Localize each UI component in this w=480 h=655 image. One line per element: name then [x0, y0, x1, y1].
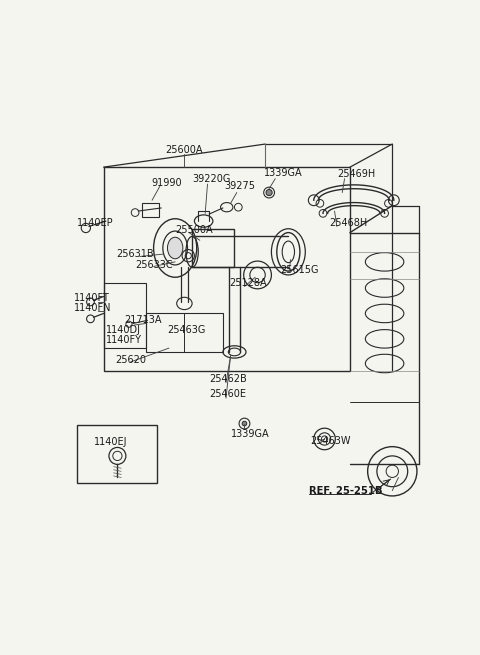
Bar: [77, 425, 157, 483]
Bar: [104, 283, 146, 348]
Text: 25460E: 25460E: [209, 389, 246, 400]
Text: 25633C: 25633C: [135, 260, 173, 270]
Ellipse shape: [168, 237, 183, 259]
Text: 25620: 25620: [115, 356, 146, 365]
Text: 25600A: 25600A: [165, 145, 203, 155]
Text: 1140DJ: 1140DJ: [106, 326, 141, 335]
Text: 1140FY: 1140FY: [106, 335, 142, 345]
Text: REF. 25-251B: REF. 25-251B: [309, 485, 383, 496]
Bar: [104, 167, 350, 371]
Text: 1140EP: 1140EP: [77, 218, 113, 229]
Circle shape: [242, 421, 247, 426]
Text: 91990: 91990: [151, 178, 182, 187]
Text: 39275: 39275: [225, 181, 255, 191]
Text: 1140EJ: 1140EJ: [94, 437, 127, 447]
Bar: [142, 203, 159, 217]
Text: 1140FN: 1140FN: [74, 303, 112, 313]
Text: 1339GA: 1339GA: [264, 168, 302, 178]
Text: 39220G: 39220G: [192, 174, 230, 183]
Text: 25463W: 25463W: [311, 436, 351, 445]
Text: 25615G: 25615G: [280, 265, 318, 274]
Text: 25468H: 25468H: [329, 218, 367, 229]
Text: 25469H: 25469H: [337, 169, 375, 179]
Bar: [192, 229, 234, 267]
Text: 1339GA: 1339GA: [230, 429, 269, 440]
Text: 25462B: 25462B: [209, 374, 247, 384]
Text: 25631B: 25631B: [117, 249, 154, 259]
Circle shape: [266, 189, 272, 196]
Text: 25500A: 25500A: [175, 225, 213, 234]
Text: 25463G: 25463G: [168, 326, 206, 335]
Text: 21713A: 21713A: [124, 315, 162, 326]
Text: 25128A: 25128A: [229, 278, 267, 288]
Bar: [146, 314, 223, 352]
Text: 1140FT: 1140FT: [74, 293, 110, 303]
